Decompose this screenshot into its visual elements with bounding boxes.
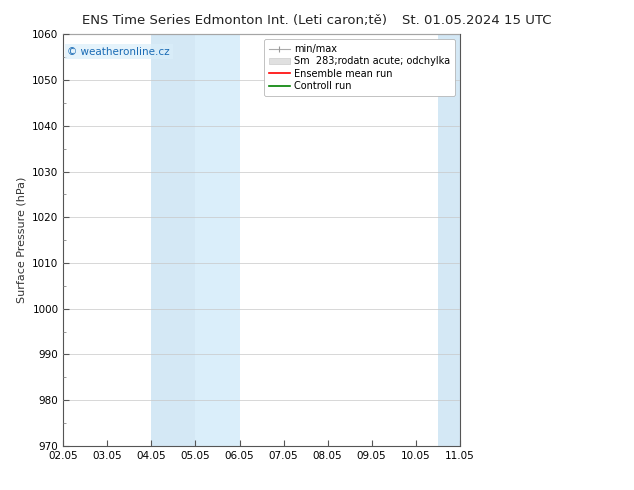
Bar <box>152 34 195 446</box>
Bar <box>195 34 240 446</box>
Bar <box>437 34 482 446</box>
Legend: min/max, Sm  283;rodatn acute; odchylka, Ensemble mean run, Controll run: min/max, Sm 283;rodatn acute; odchylka, … <box>264 39 455 96</box>
Y-axis label: Surface Pressure (hPa): Surface Pressure (hPa) <box>16 177 27 303</box>
Text: ENS Time Series Edmonton Int. (Leti caron;tě): ENS Time Series Edmonton Int. (Leti caro… <box>82 14 387 27</box>
Text: © weatheronline.cz: © weatheronline.cz <box>67 47 170 57</box>
Text: St. 01.05.2024 15 UTC: St. 01.05.2024 15 UTC <box>402 14 552 27</box>
